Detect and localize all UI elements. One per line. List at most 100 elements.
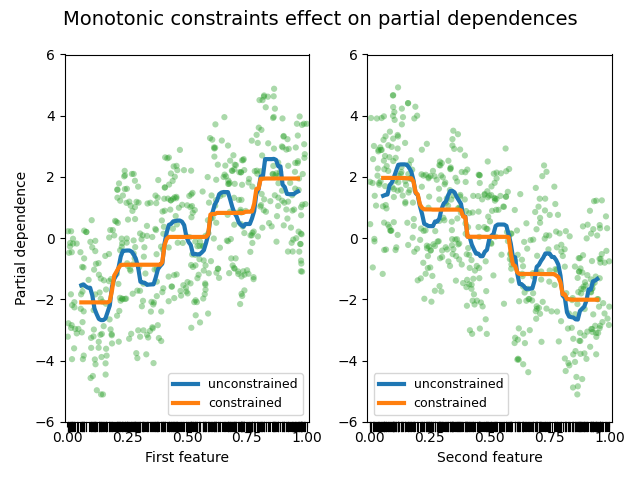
Point xyxy=(425,264,435,271)
Point xyxy=(481,225,492,232)
Point xyxy=(554,229,564,237)
Point xyxy=(390,154,401,162)
Point xyxy=(300,154,310,162)
Point xyxy=(247,229,257,237)
Point xyxy=(465,264,475,272)
Point xyxy=(392,144,403,152)
Point xyxy=(506,261,516,268)
Point xyxy=(400,177,410,185)
Point xyxy=(513,251,523,259)
Point xyxy=(474,171,484,179)
Point xyxy=(223,237,233,245)
Point xyxy=(203,216,213,224)
Point xyxy=(112,194,122,202)
Point xyxy=(125,202,136,210)
Point xyxy=(376,114,387,122)
Point xyxy=(89,266,99,274)
Point xyxy=(577,375,588,383)
Point xyxy=(452,235,462,243)
Point xyxy=(373,147,383,155)
Point xyxy=(447,226,457,234)
Text: Monotonic constraints effect on partial dependences: Monotonic constraints effect on partial … xyxy=(63,10,577,29)
Point xyxy=(430,227,440,235)
Point xyxy=(573,254,584,262)
Point xyxy=(595,224,605,232)
Point xyxy=(400,200,410,207)
constrained xyxy=(490,234,497,240)
Point xyxy=(474,223,484,231)
Point xyxy=(207,192,217,199)
Point xyxy=(182,202,193,209)
Point xyxy=(166,196,176,204)
Point xyxy=(477,302,488,310)
Point xyxy=(575,329,585,336)
Point xyxy=(523,368,533,376)
Point xyxy=(200,280,211,288)
Point xyxy=(164,244,174,252)
Point xyxy=(527,297,537,304)
Point xyxy=(277,187,287,194)
constrained xyxy=(420,206,428,212)
Point xyxy=(389,108,399,116)
Point xyxy=(534,195,545,203)
Point xyxy=(273,194,284,202)
Point xyxy=(94,271,104,278)
Point xyxy=(263,93,273,100)
Point xyxy=(431,176,442,184)
Point xyxy=(206,215,216,222)
constrained xyxy=(380,175,387,181)
Point xyxy=(381,204,392,212)
Point xyxy=(248,276,259,283)
Point xyxy=(552,308,562,315)
Point xyxy=(495,192,506,200)
Point xyxy=(441,199,451,206)
Point xyxy=(474,233,484,241)
Point xyxy=(467,285,477,293)
Point xyxy=(213,265,223,273)
Point xyxy=(602,247,612,255)
Point xyxy=(114,180,124,187)
Point xyxy=(252,170,262,178)
Point xyxy=(231,161,241,169)
Point xyxy=(99,276,109,284)
Point xyxy=(576,289,586,297)
Point xyxy=(152,265,162,273)
Point xyxy=(156,308,166,315)
Point xyxy=(181,232,191,240)
Point xyxy=(170,193,180,201)
Point xyxy=(189,206,200,214)
Point xyxy=(164,154,174,161)
Point xyxy=(192,275,202,282)
Point xyxy=(237,156,247,164)
Point xyxy=(490,197,500,204)
Point xyxy=(429,287,440,295)
Point xyxy=(96,391,106,398)
Point xyxy=(93,344,104,352)
Point xyxy=(423,204,433,212)
Point xyxy=(243,270,253,277)
Point xyxy=(146,308,156,315)
Point xyxy=(392,231,403,239)
Point xyxy=(550,265,561,273)
Point xyxy=(464,209,474,217)
Point xyxy=(135,229,145,237)
Point xyxy=(491,206,501,214)
Point xyxy=(456,261,467,268)
Point xyxy=(381,201,391,209)
Point xyxy=(178,281,188,289)
Point xyxy=(88,372,98,380)
Point xyxy=(287,239,297,247)
Point xyxy=(211,120,221,128)
Point xyxy=(188,263,198,271)
Point xyxy=(176,292,186,300)
Point xyxy=(187,202,197,210)
unconstrained xyxy=(380,193,387,199)
Point xyxy=(90,237,100,245)
Point xyxy=(452,215,463,222)
Point xyxy=(439,216,449,224)
Point xyxy=(505,255,515,263)
Point xyxy=(385,227,396,234)
Point xyxy=(127,170,137,178)
Point xyxy=(138,326,148,334)
Point xyxy=(424,243,434,251)
